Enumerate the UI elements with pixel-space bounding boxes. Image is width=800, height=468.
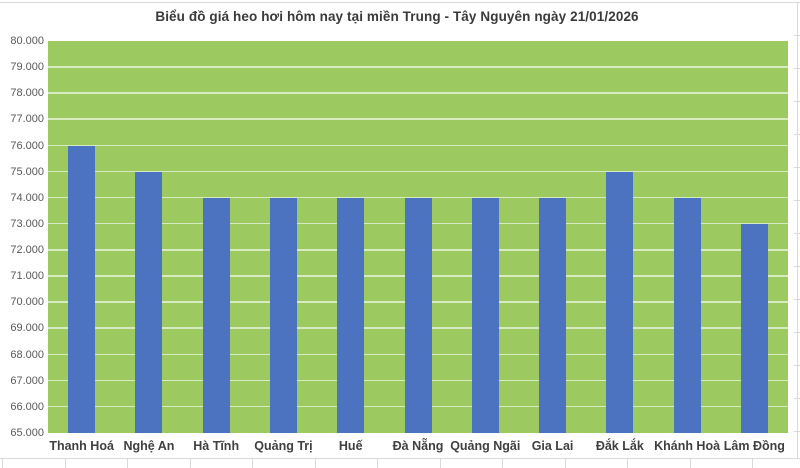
sheet-row-gridline [792,134,800,135]
x-axis-category-label: Gia Lai [531,439,574,453]
sheet-row-gridline [792,365,800,366]
x-axis-category-label: Khánh Hoà [654,439,721,453]
sheet-bottom-cells-row [0,458,800,468]
y-axis-tick-label: 71.000 [10,270,44,283]
sheet-gridline-right [797,2,798,467]
bar-hue[interactable] [337,197,365,433]
y-axis-tick-label: 80.000 [10,35,44,47]
sheet-column-gridline [752,459,753,468]
sheet-row-gridline [792,35,800,36]
sheet-column-gridline [377,459,378,468]
x-axis-category-label: Huế [338,439,363,453]
bar-dak-lak[interactable] [606,171,634,433]
sheet-row-gridline [792,233,800,234]
sheet-column-gridline [252,459,253,468]
sheet-column-gridline [127,459,128,468]
bar-lam-dong[interactable] [740,223,768,433]
y-gridline [48,118,788,120]
y-axis-tick-label: 79.000 [10,61,44,74]
sheet-column-gridline [502,459,503,468]
sheet-row-gridline [792,68,800,69]
sheet-gridline-top [0,2,800,3]
x-axis-category-label: Thanh Hoá [49,439,114,453]
y-axis-tick-label: 70.000 [10,296,44,309]
sheet-column-gridline [690,459,691,468]
y-axis-tick-label: 76.000 [10,139,44,152]
sheet-row-gridline [792,332,800,333]
y-axis-tick-label: 66.000 [10,400,44,413]
y-gridline [48,66,788,68]
y-axis-tick-label: 72.000 [10,244,44,257]
chart-title: Biểu đồ giá heo hơi hôm nay tại miền Tru… [155,9,639,24]
sheet-column-gridline [315,459,316,468]
sheet-column-gridline [627,459,628,468]
x-axis-category-label: Hà Tĩnh [193,439,240,453]
bar-da-nang[interactable] [404,197,432,433]
y-axis-tick-label: 74.000 [10,191,44,204]
sheet-row-gridline [792,101,800,102]
sheet-column-gridline [190,459,191,468]
y-axis-tick-label: 78.000 [10,87,44,100]
bar-gia-lai[interactable] [539,197,567,433]
sheet-column-gridline [65,459,66,468]
plot-area [48,41,788,433]
y-axis-tick-label: 77.000 [10,113,44,126]
y-axis-tick-label: 73.000 [10,217,44,230]
x-axis-category-label: Quảng Ngãi [450,439,521,453]
sheet-row-gridline [792,167,800,168]
bar-khanh-hoa[interactable] [673,197,701,433]
sheet-column-gridline [565,459,566,468]
x-axis-category-label: Đà Nẵng [392,439,444,453]
y-gridline [48,196,788,199]
x-axis-category-label: Quảng Trị [254,439,313,453]
sheet-column-gridline [440,459,441,468]
sheet-row-gridline [792,299,800,300]
y-gridline [48,92,788,94]
x-axis-category-label: Nghệ An [123,439,175,453]
bar-quang-ngai[interactable] [471,197,499,433]
sheet-row-gridline [792,266,800,267]
y-axis-tick-label: 75.000 [10,165,44,178]
sheet-row-gridline [792,398,800,399]
bar-nghe-an[interactable] [135,171,163,433]
y-gridline [48,170,788,173]
sheet-row-gridline [792,200,800,201]
y-axis-tick-label: 67.000 [10,374,44,387]
y-gridline [48,144,788,147]
bar-ha-tinh[interactable] [202,197,230,433]
sheet-column-gridline [2,459,3,468]
x-axis-category-label: Lâm Đồng [723,439,785,453]
sheet-row-gridline [792,431,800,432]
x-axis-category-label: Đắk Lắk [595,439,644,453]
y-axis-tick-label: 68.000 [10,348,44,361]
y-axis-tick-label: 65.000 [10,427,44,439]
bar-quang-tri[interactable] [269,197,297,433]
bar-thanh-hoa[interactable] [68,145,96,433]
y-axis-tick-label: 69.000 [10,322,44,335]
